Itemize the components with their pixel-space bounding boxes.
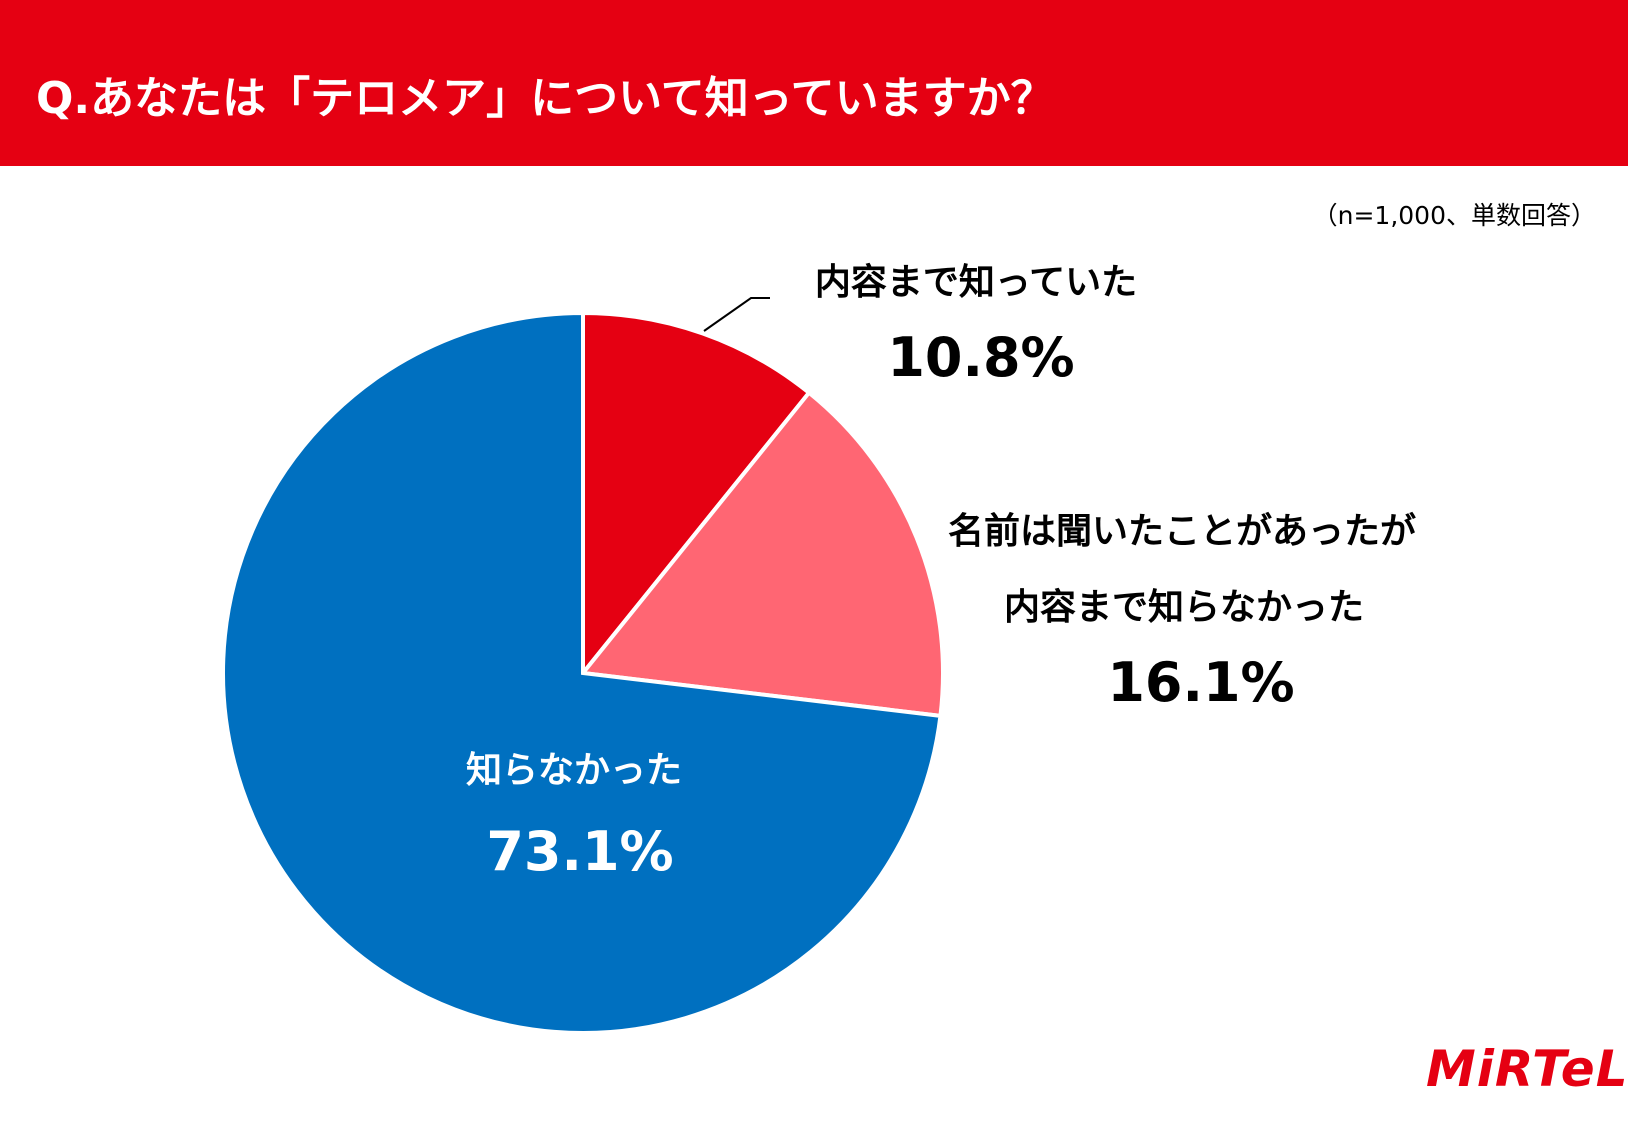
mirtel-logo: MiRTeL bbox=[1426, 1040, 1628, 1098]
pie-slice-0 bbox=[581, 310, 812, 679]
slice-label-2: 知らなかった bbox=[465, 750, 683, 791]
slice-label-1-line1: 名前は聞いたことがあったが bbox=[947, 511, 1417, 552]
header-bar: Q.あなたは「テロメア」について知っていますか？ bbox=[0, 0, 1628, 166]
slice-label-1-line2: 内容まで知らなかった bbox=[1003, 587, 1365, 628]
page-title: Q.あなたは「テロメア」について知っていますか？ bbox=[36, 73, 1055, 124]
slice-value-2: 73.1% bbox=[486, 820, 674, 883]
pie-slice-2 bbox=[221, 310, 943, 1035]
slice-value-1: 16.1% bbox=[1107, 651, 1295, 714]
sample-note: （n=1,000、単数回答） bbox=[1312, 201, 1596, 230]
leader-line bbox=[703, 297, 770, 332]
slice-label-0: 内容まで知っていた bbox=[814, 262, 1138, 303]
slice-value-0: 10.8% bbox=[887, 326, 1075, 389]
pie-slice-1 bbox=[579, 389, 945, 719]
